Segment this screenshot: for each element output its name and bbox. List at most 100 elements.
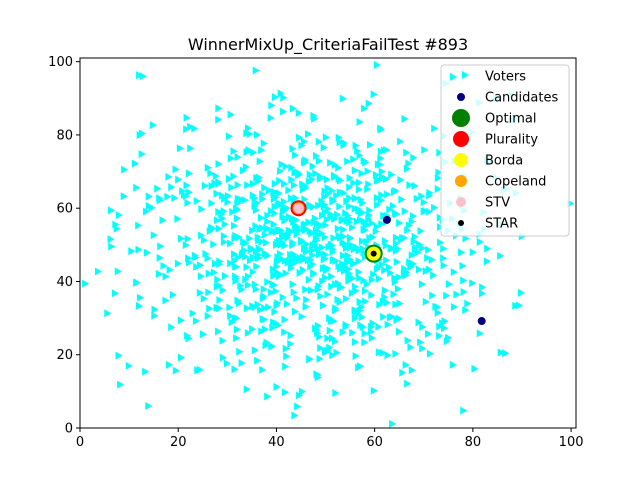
voter-point xyxy=(484,244,492,253)
voter-point xyxy=(386,313,394,322)
voter-point xyxy=(396,299,404,308)
voter-point xyxy=(282,162,290,171)
voter-point xyxy=(238,359,246,368)
voter-point xyxy=(246,234,254,243)
voter-point xyxy=(233,325,241,334)
voter-point xyxy=(260,292,268,301)
voter-point xyxy=(282,344,290,353)
voter-point xyxy=(370,270,378,279)
voter-point xyxy=(333,191,341,200)
candidate-point xyxy=(477,317,486,326)
voter-point xyxy=(104,309,112,318)
voter-point xyxy=(302,302,310,311)
voter-point xyxy=(223,359,231,368)
voter-point xyxy=(285,186,293,195)
voter-point xyxy=(381,286,389,295)
voter-point xyxy=(289,144,297,153)
voter-point xyxy=(219,286,227,295)
voter-point xyxy=(399,368,407,377)
plot-area xyxy=(82,61,575,428)
voter-point xyxy=(314,231,322,240)
voter-point xyxy=(368,291,376,300)
voter-point xyxy=(339,328,347,337)
voter-point xyxy=(380,312,388,321)
voter-point xyxy=(336,188,344,197)
voter-point xyxy=(332,304,340,313)
voter-point xyxy=(328,272,336,281)
voter-point xyxy=(387,268,395,277)
voter-point xyxy=(395,314,403,323)
voter-point xyxy=(392,274,400,283)
voter-point xyxy=(339,238,347,247)
voter-point xyxy=(142,367,150,376)
x-tick-label: 0 xyxy=(76,435,84,450)
voter-point xyxy=(315,201,323,210)
voter-point xyxy=(350,179,358,188)
voter-point xyxy=(344,157,352,166)
voter-point xyxy=(225,132,233,141)
voter-point xyxy=(378,167,386,176)
x-tick-label: 60 xyxy=(366,435,383,450)
voter-point xyxy=(234,180,242,189)
voter-point xyxy=(291,307,299,316)
voter-point xyxy=(436,148,444,157)
voter-point xyxy=(408,251,416,260)
voter-point xyxy=(149,121,157,130)
voter-point xyxy=(417,226,425,235)
voter-point xyxy=(407,343,415,352)
voter-point xyxy=(221,271,229,280)
voter-point xyxy=(304,129,312,138)
voter-point xyxy=(177,234,185,243)
voter-point xyxy=(264,277,272,286)
voter-point xyxy=(502,349,510,358)
voter-point xyxy=(215,178,223,187)
voter-point xyxy=(298,312,306,321)
voter-point xyxy=(291,151,299,160)
voter-point xyxy=(425,245,433,254)
voter-point xyxy=(279,212,287,221)
voter-point xyxy=(378,191,386,200)
voter-point xyxy=(231,221,239,230)
voter-point xyxy=(394,244,402,253)
voter-point xyxy=(200,236,208,245)
voter-point xyxy=(336,176,344,185)
voter-point xyxy=(214,216,222,225)
voter-point xyxy=(247,256,255,265)
voter-point xyxy=(242,275,250,284)
voter-point xyxy=(340,225,348,234)
voter-point xyxy=(233,314,241,323)
legend-label: Candidates xyxy=(485,91,558,106)
voter-point xyxy=(165,360,173,369)
voter-point xyxy=(471,364,479,373)
voter-point xyxy=(349,223,357,232)
voter-point xyxy=(419,322,427,331)
voter-point xyxy=(364,185,372,194)
voter-point xyxy=(255,177,263,186)
voter-point xyxy=(355,257,363,266)
voter-point xyxy=(288,227,296,236)
voter-point xyxy=(210,240,218,249)
voter-point xyxy=(421,145,429,154)
voter-point xyxy=(205,288,213,297)
voter-point xyxy=(156,194,164,203)
voter-point xyxy=(378,260,386,269)
voter-point xyxy=(429,291,437,300)
voter-point xyxy=(263,225,271,234)
voter-point xyxy=(274,299,282,308)
voter-point xyxy=(166,265,174,274)
voter-point xyxy=(145,192,153,201)
voter-point xyxy=(288,194,296,203)
voter-point xyxy=(361,104,369,113)
voter-point xyxy=(460,287,468,296)
voter-point xyxy=(370,90,378,99)
voter-point xyxy=(268,101,276,110)
voter-point xyxy=(243,263,251,272)
voter-point xyxy=(351,204,359,213)
y-tick-label: 40 xyxy=(56,275,73,290)
voter-point xyxy=(352,286,360,295)
winner-star-marker xyxy=(370,250,377,257)
y-tick-label: 20 xyxy=(56,348,73,363)
voter-point xyxy=(212,172,220,181)
voter-point xyxy=(306,355,314,364)
voter-point xyxy=(476,329,484,338)
